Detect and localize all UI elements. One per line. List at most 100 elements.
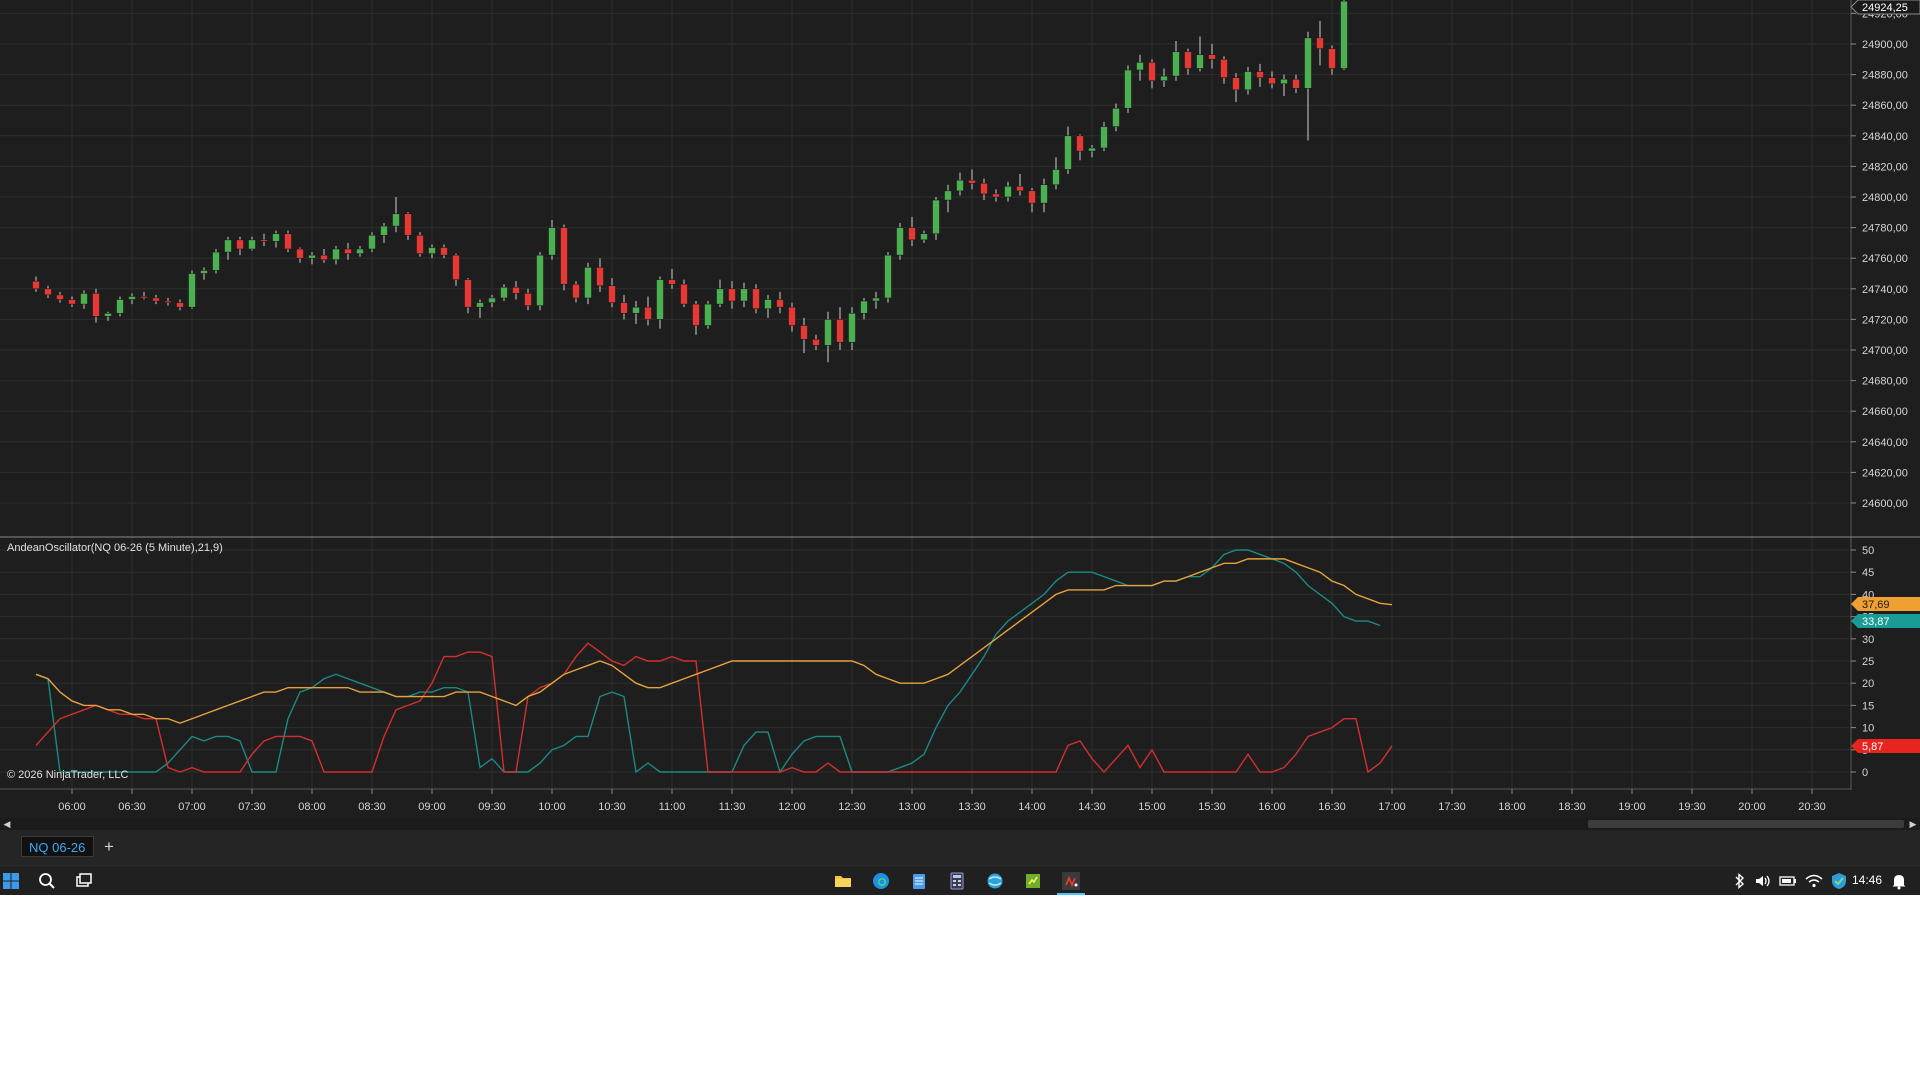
candle bbox=[536, 252, 544, 311]
time-axis-label: 07:30 bbox=[238, 801, 266, 813]
candlestick-series bbox=[32, 0, 1348, 363]
candle bbox=[1136, 54, 1144, 81]
oscillator-axis-label: 45 bbox=[1862, 567, 1874, 579]
candle bbox=[920, 230, 928, 243]
candle bbox=[560, 224, 568, 291]
candle bbox=[284, 230, 292, 253]
edge-browser-icon[interactable] bbox=[872, 872, 890, 890]
windows-start-icon[interactable] bbox=[2, 872, 20, 890]
price-axis[interactable]: 24920,0024900,0024880,0024860,0024840,00… bbox=[1851, 8, 1908, 510]
candle bbox=[380, 223, 388, 243]
svg-text:37,69: 37,69 bbox=[1862, 599, 1890, 611]
time-axis-label: 07:00 bbox=[178, 801, 206, 813]
notepad-icon[interactable] bbox=[910, 872, 928, 890]
tab-nq-06-26[interactable]: NQ 06-26 bbox=[21, 836, 94, 857]
time-axis-label: 19:00 bbox=[1618, 801, 1646, 813]
candle bbox=[836, 307, 844, 350]
candle bbox=[584, 262, 592, 305]
candle bbox=[680, 279, 688, 308]
candle bbox=[764, 294, 772, 318]
candle bbox=[500, 284, 508, 302]
globe-app-icon[interactable] bbox=[986, 872, 1004, 890]
time-axis-label: 08:30 bbox=[358, 801, 386, 813]
candle bbox=[1280, 74, 1288, 97]
time-axis-label: 15:00 bbox=[1138, 801, 1166, 813]
time-axis-label: 09:30 bbox=[478, 801, 506, 813]
candle bbox=[872, 291, 880, 309]
candle bbox=[884, 252, 892, 303]
task-view-icon[interactable] bbox=[75, 872, 93, 890]
candle bbox=[728, 281, 736, 309]
candle bbox=[956, 172, 964, 196]
add-tab-button[interactable]: + bbox=[104, 837, 114, 856]
time-axis-label: 19:30 bbox=[1678, 801, 1706, 813]
file-explorer-icon[interactable] bbox=[834, 872, 852, 890]
candle bbox=[1052, 157, 1060, 190]
trading-app-icon[interactable] bbox=[1024, 872, 1042, 890]
candle bbox=[488, 294, 496, 308]
candle bbox=[980, 178, 988, 201]
scroll-right-arrow-icon[interactable]: ▶ bbox=[1909, 819, 1917, 829]
scrollbar-thumb[interactable] bbox=[1588, 820, 1904, 828]
candle bbox=[200, 267, 208, 280]
windows-taskbar: 14:46 bbox=[0, 865, 1920, 895]
search-icon[interactable] bbox=[38, 872, 56, 890]
taskbar-clock[interactable]: 14:46 bbox=[1852, 873, 1883, 887]
bluetooth-icon[interactable] bbox=[1730, 872, 1748, 890]
candle bbox=[1268, 71, 1276, 89]
time-axis-label: 14:00 bbox=[1018, 801, 1046, 813]
time-axis-label: 16:30 bbox=[1318, 801, 1346, 813]
security-shield-icon[interactable] bbox=[1830, 872, 1848, 890]
candle bbox=[368, 232, 376, 253]
candle bbox=[1076, 134, 1084, 161]
candle bbox=[56, 291, 64, 303]
bear-value-label: 5,87 bbox=[1851, 739, 1920, 753]
svg-text:33,87: 33,87 bbox=[1862, 616, 1890, 628]
candle bbox=[692, 301, 700, 335]
price-axis-label: 24720,00 bbox=[1862, 314, 1908, 326]
copyright-text: © 2026 NinjaTrader, LLC bbox=[7, 769, 128, 781]
candle bbox=[236, 236, 244, 256]
candle bbox=[1016, 174, 1024, 196]
horizontal-scrollbar[interactable]: ◀ ▶ bbox=[0, 818, 1920, 830]
time-axis-label: 12:30 bbox=[838, 801, 866, 813]
time-axis[interactable]: 06:00 06:30 07:00 07:30 08:00 08:30 09:00 09:30… bbox=[58, 789, 1826, 813]
oscillator-axis-label: 25 bbox=[1862, 656, 1874, 668]
notification-bell-icon[interactable] bbox=[1890, 872, 1908, 890]
candle bbox=[1040, 178, 1048, 213]
candle bbox=[1124, 65, 1132, 113]
candle bbox=[752, 284, 760, 314]
battery-icon[interactable] bbox=[1779, 872, 1797, 890]
price-panel-grid bbox=[0, 0, 1851, 537]
time-axis-label: 16:00 bbox=[1258, 801, 1286, 813]
candle bbox=[32, 276, 40, 292]
time-axis-label: 12:00 bbox=[778, 801, 806, 813]
candle bbox=[1184, 48, 1192, 75]
wifi-icon[interactable] bbox=[1805, 872, 1823, 890]
candle bbox=[716, 279, 724, 308]
candle bbox=[260, 233, 268, 246]
time-axis-label: 11:30 bbox=[719, 801, 746, 813]
ninjatrader-icon[interactable] bbox=[1062, 872, 1080, 890]
price-axis-label: 24900,00 bbox=[1862, 39, 1908, 51]
oscillator-axis-label: 30 bbox=[1862, 634, 1874, 646]
candle bbox=[224, 236, 232, 260]
candle bbox=[1196, 36, 1204, 72]
time-axis-label: 10:30 bbox=[598, 801, 626, 813]
candle bbox=[92, 288, 100, 323]
volume-icon[interactable] bbox=[1754, 872, 1772, 890]
candle bbox=[776, 291, 784, 314]
calculator-icon[interactable] bbox=[948, 872, 966, 890]
candle bbox=[416, 232, 424, 257]
candle bbox=[1340, 0, 1348, 71]
candle bbox=[632, 301, 640, 324]
scroll-left-arrow-icon[interactable]: ◀ bbox=[3, 819, 11, 829]
time-axis-label: 18:30 bbox=[1558, 801, 1586, 813]
time-axis-label: 13:00 bbox=[898, 801, 926, 813]
candle bbox=[824, 311, 832, 363]
candle bbox=[152, 294, 160, 305]
chart-canvas[interactable]: 24920,0024900,0024880,0024860,0024840,00… bbox=[0, 0, 1920, 830]
candle bbox=[128, 293, 136, 305]
price-axis-label: 24840,00 bbox=[1862, 131, 1908, 143]
svg-text:24924,25: 24924,25 bbox=[1862, 2, 1908, 14]
